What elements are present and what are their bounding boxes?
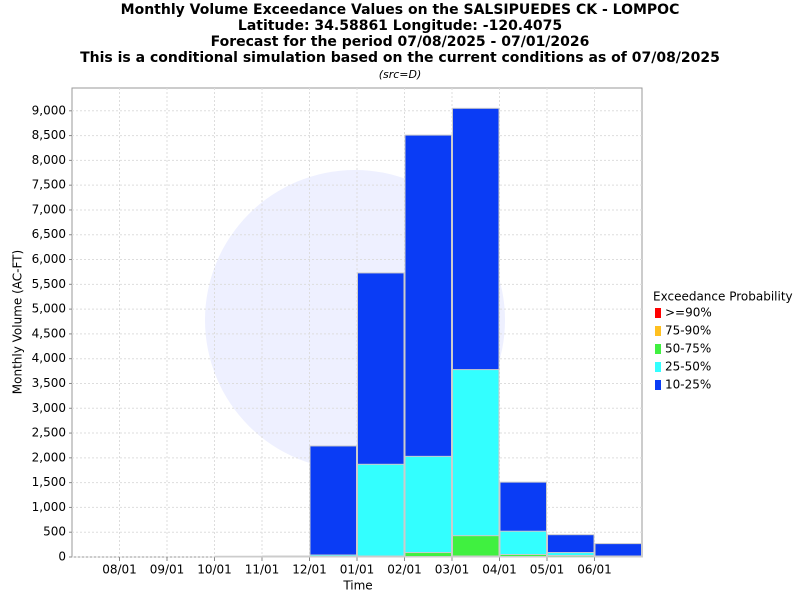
legend-label: 50-75% [665, 342, 711, 356]
subtitle: Latitude: 34.58861 Longitude: -120.4075 [238, 18, 562, 34]
y-tick-label: 1,000 [32, 500, 66, 514]
legend-swatch [655, 380, 661, 390]
legend-label: 75-90% [665, 324, 711, 338]
y-tick-label: 2,000 [32, 450, 66, 464]
y-tick-label: 6,000 [32, 252, 66, 266]
chart-title: Monthly Volume Exceedance Values on the … [121, 2, 680, 18]
legend-title: Exceedance Probability [653, 290, 793, 304]
bar [452, 535, 500, 558]
subtitle: This is a conditional simulation based o… [80, 50, 720, 66]
x-tick-label: 11/01 [245, 563, 280, 577]
y-axis-label: Monthly Volume (AC-FT) [11, 250, 25, 394]
x-tick-label: 05/01 [530, 563, 565, 577]
legend-label: >=90% [665, 306, 712, 320]
x-axis-label: Time [342, 579, 372, 593]
x-tick-label: 09/01 [150, 563, 185, 577]
x-tick-label: 08/01 [102, 563, 137, 577]
y-tick-label: 7,500 [32, 178, 66, 192]
x-tick-label: 04/01 [482, 563, 517, 577]
bar [452, 369, 500, 558]
subtitle: Forecast for the period 07/08/2025 - 07/… [211, 34, 590, 50]
bar [594, 543, 642, 558]
legend-label: 10-25% [665, 378, 711, 392]
bar [357, 463, 405, 558]
y-tick-label: 5,000 [32, 302, 66, 316]
y-tick-label: 3,000 [32, 401, 66, 415]
legend-swatch [655, 344, 661, 354]
y-tick-label: 8,000 [32, 153, 66, 167]
x-tick-label: 10/01 [197, 563, 232, 577]
x-tick-label: 12/01 [292, 563, 327, 577]
y-tick-label: 0 [58, 550, 66, 564]
y-tick-label: 500 [43, 525, 66, 539]
x-tick-label: 03/01 [435, 563, 470, 577]
bar [309, 445, 357, 558]
y-tick-label: 2,500 [32, 426, 66, 440]
legend-swatch [655, 362, 661, 372]
y-tick-label: 1,500 [32, 475, 66, 489]
bar [404, 455, 452, 558]
y-tick-label: 5,500 [32, 277, 66, 291]
y-tick-label: 4,500 [32, 326, 66, 340]
y-tick-label: 8,500 [32, 128, 66, 142]
source-note: (src=D) [379, 68, 422, 81]
y-tick-label: 7,000 [32, 202, 66, 216]
x-tick-label: 02/01 [387, 563, 422, 577]
y-tick-label: 6,500 [32, 227, 66, 241]
legend-swatch [655, 308, 661, 318]
bar [499, 530, 547, 558]
y-tick-label: 9,000 [32, 103, 66, 117]
legend-swatch [655, 326, 661, 336]
x-tick-label: 06/01 [577, 563, 612, 577]
x-tick-label: 01/01 [340, 563, 375, 577]
legend-label: 25-50% [665, 360, 711, 374]
y-tick-label: 4,000 [32, 351, 66, 365]
y-tick-label: 3,500 [32, 376, 66, 390]
